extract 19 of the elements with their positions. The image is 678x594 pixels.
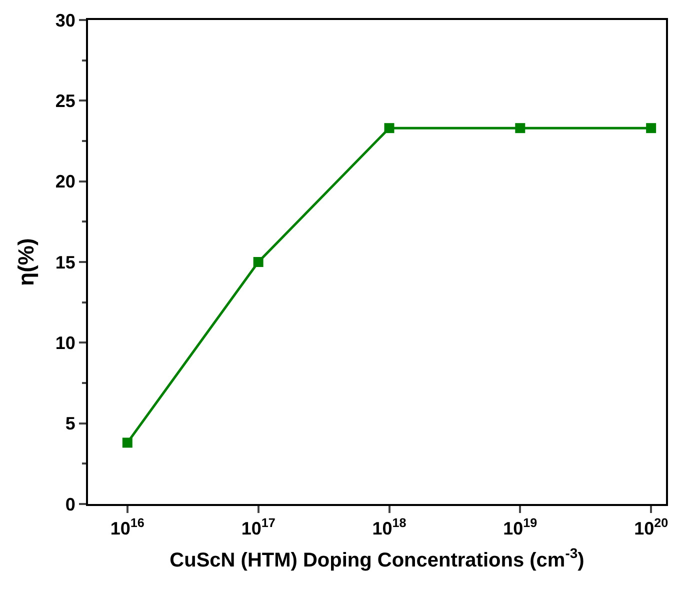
y-tick-label: 30 bbox=[55, 10, 76, 30]
point bbox=[384, 123, 394, 134]
y-axis-title: η(%) bbox=[14, 238, 39, 286]
y-tick-label: 5 bbox=[65, 414, 76, 434]
point bbox=[122, 438, 132, 448]
point bbox=[253, 257, 264, 267]
x-tick-label: 10$^{18}$ bbox=[372, 516, 406, 539]
x-tick-label: 10$^{17}$ bbox=[241, 516, 276, 539]
y-tick-label: 10 bbox=[55, 332, 76, 353]
x-tick-label: 10$^{19}$ bbox=[503, 516, 538, 539]
x-axis-title: CuScN (HTM) Doping Concentrations (cm$^{-3}$) bbox=[170, 545, 584, 572]
point bbox=[646, 123, 656, 134]
point bbox=[515, 123, 526, 134]
y-tick-label: 15 bbox=[55, 252, 76, 272]
y-tick-label: 0 bbox=[65, 494, 76, 514]
x-tick-label: 10$^{20}$ bbox=[634, 516, 668, 539]
y-tick-label: 25 bbox=[55, 90, 76, 111]
x-tick-label: 10$^{16}$ bbox=[110, 516, 144, 539]
y-tick-label: 20 bbox=[55, 172, 76, 192]
